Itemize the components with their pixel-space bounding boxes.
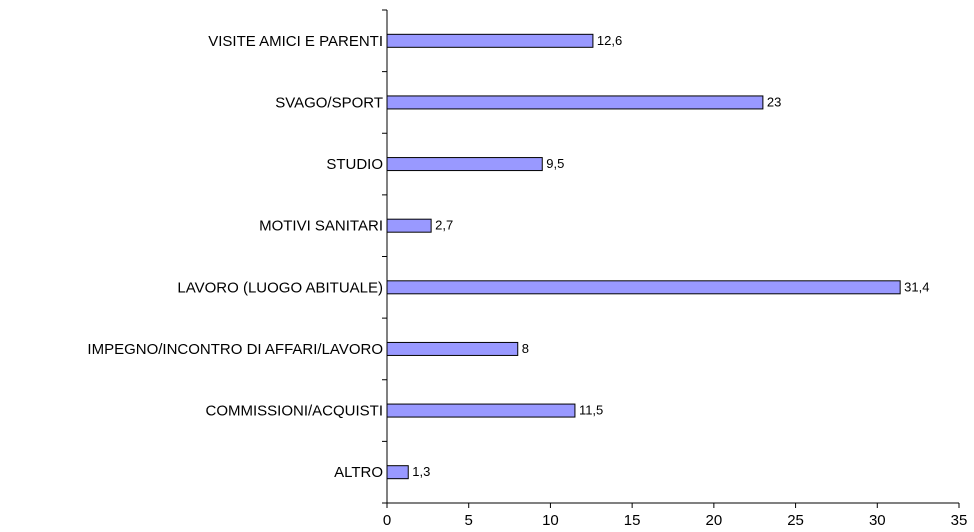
bar xyxy=(387,342,518,355)
category-label: MOTIVI SANITARI xyxy=(259,218,383,235)
x-tick-label: 35 xyxy=(951,512,968,527)
bar xyxy=(387,466,408,479)
bar xyxy=(387,96,763,109)
bars xyxy=(387,34,900,478)
category-label: ALTRO xyxy=(334,464,383,481)
bar xyxy=(387,34,593,47)
value-label: 12,6 xyxy=(597,33,622,48)
category-label: LAVORO (LUOGO ABITUALE) xyxy=(177,279,383,296)
category-label: STUDIO xyxy=(326,156,383,173)
value-label: 31,4 xyxy=(904,279,929,294)
value-label: 1,3 xyxy=(412,464,430,479)
axes xyxy=(382,10,959,508)
category-label: COMMISSIONI/ACQUISTI xyxy=(205,403,383,420)
bar xyxy=(387,281,900,294)
x-tick-label: 20 xyxy=(706,512,723,527)
value-label: 2,7 xyxy=(435,218,453,233)
bar xyxy=(387,158,542,171)
value-label: 9,5 xyxy=(546,156,564,171)
x-tick-label: 25 xyxy=(787,512,804,527)
x-tick-label: 5 xyxy=(465,512,473,527)
category-label: VISITE AMICI E PARENTI xyxy=(208,33,383,50)
value-label: 11,5 xyxy=(579,403,603,418)
x-tick-label: 15 xyxy=(624,512,641,527)
x-tick-label: 0 xyxy=(383,512,391,527)
bar xyxy=(387,219,431,232)
value-label: 23 xyxy=(767,94,781,109)
value-label: 8 xyxy=(522,341,529,356)
category-label: IMPEGNO/INCONTRO DI AFFARI/LAVORO xyxy=(87,341,383,358)
bar xyxy=(387,404,575,417)
category-label: SVAGO/SPORT xyxy=(275,94,383,111)
x-tick-label: 10 xyxy=(542,512,559,527)
x-tick-label: 30 xyxy=(869,512,886,527)
